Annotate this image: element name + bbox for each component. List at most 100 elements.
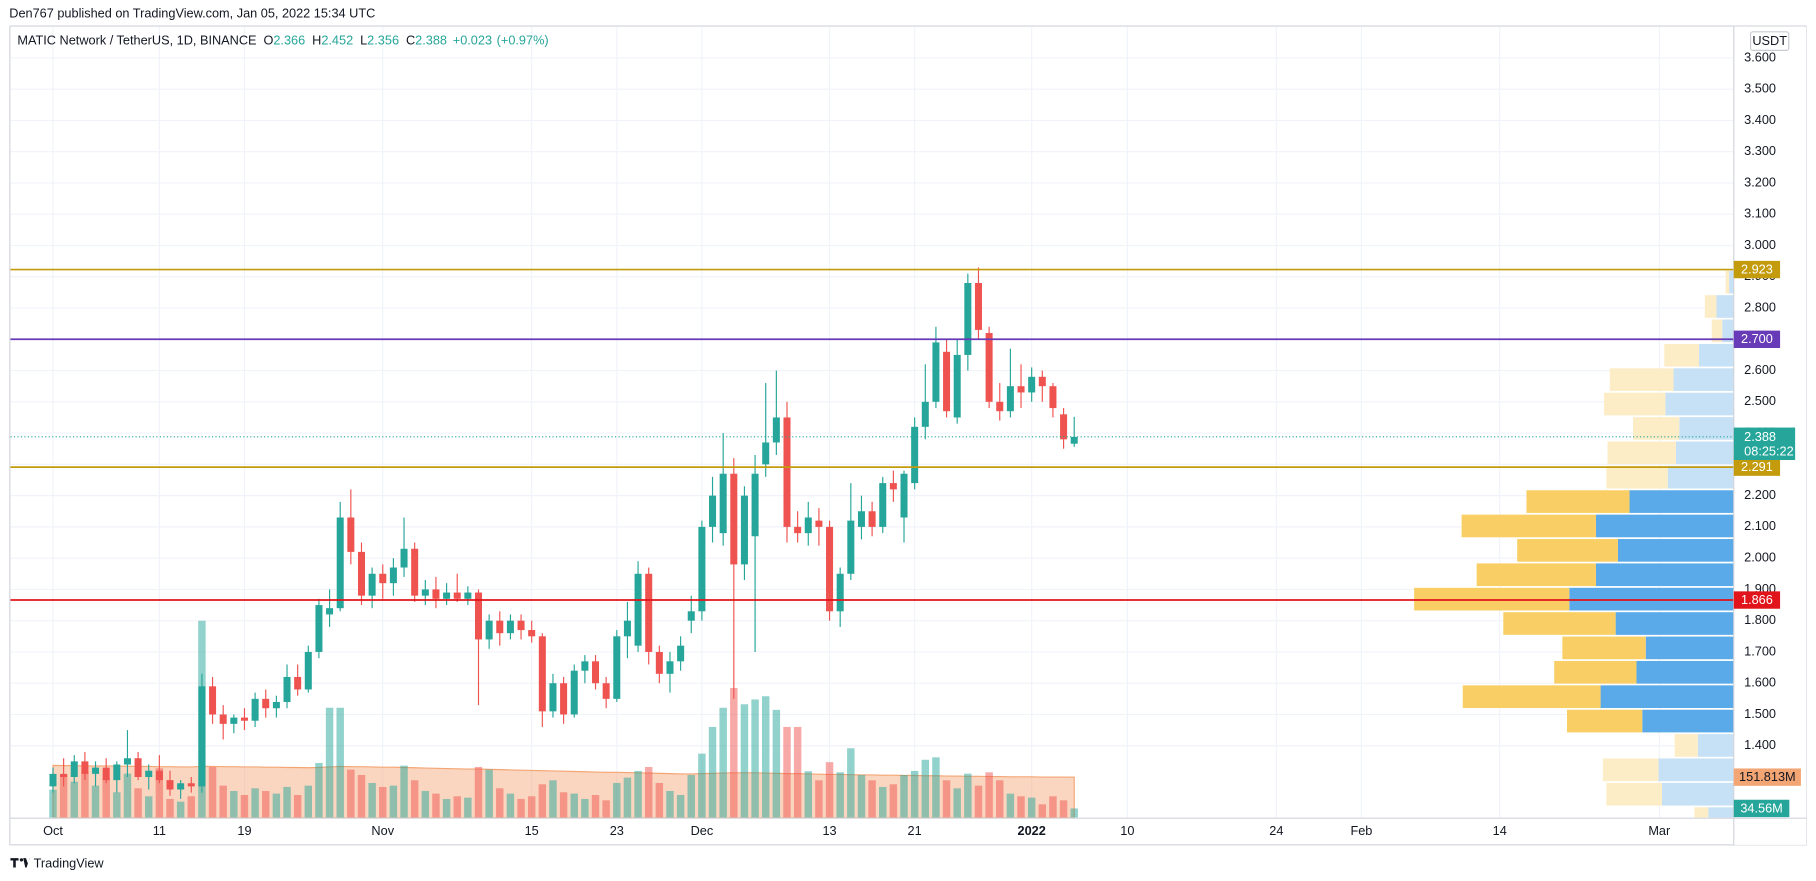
candle-body [889,483,897,490]
profile-up [1503,612,1616,635]
y-tick-label: 1.400 [1744,737,1776,752]
profile-down [1697,734,1734,757]
currency[interactable]: USDT [1752,33,1787,48]
candle-body [1049,386,1057,409]
candle-body [943,351,951,412]
last-price-label: 2.388 [1744,429,1776,444]
volume-bar [123,773,132,818]
volume-bar [1017,796,1025,818]
change-percent: (+0.97%) [497,33,549,48]
candle-body [453,592,461,599]
volume-bar [942,780,951,818]
symbol: MATIC Network / TetherUS, 1D, BINANCE [17,33,256,48]
candle-body [411,548,419,596]
profile-down [1595,514,1734,538]
candle-body [368,573,376,596]
volume-bar [336,707,344,818]
y-tick-label: 3.100 [1744,206,1776,221]
profile-down [1615,612,1734,635]
volume-bar [432,793,440,818]
candle-body [581,661,589,671]
volume-bar [506,793,515,818]
candle-body [1028,376,1036,393]
candle-body [953,354,961,418]
profile-down [1673,368,1734,391]
price-pane [10,267,1734,818]
volume-bar [1038,804,1047,818]
profile-up [1606,782,1662,806]
volume-bar [325,707,334,818]
volume-bar [442,798,451,818]
candle-body [187,783,195,787]
volume-bar [1027,797,1036,818]
volume-bar [613,782,621,818]
y-tick-label: 2.200 [1744,487,1776,502]
volume-bar [730,687,738,818]
profile-down [1600,685,1734,709]
volume-bar [783,726,791,818]
volume-bar [793,726,802,818]
volume-bar [634,770,642,818]
y-tick-label: 2.000 [1744,550,1776,565]
candle-body [698,526,706,612]
candle-body [932,342,940,402]
candle-body [1017,386,1025,393]
profile-down [1716,295,1734,318]
volume-bar [1070,808,1078,818]
y-tick-label: 3.000 [1744,237,1776,252]
ohlc-label: L [360,33,367,48]
volume-bar [379,786,387,818]
volume-bar [836,772,844,818]
ohlc-label: H [312,33,321,48]
candle-body [464,592,472,599]
candle-body [443,592,451,599]
volume-bar [591,794,600,818]
high-value: 2.452 [321,33,353,48]
level-label: 1.866 [1741,592,1773,607]
y-tick-label: 3.600 [1744,49,1776,64]
candle-body [985,333,993,402]
candle-body [283,676,291,702]
level-label-box [1733,260,1781,279]
candle-body [123,758,131,765]
x-tick-label: Mar [1648,823,1671,838]
volume-bar [410,780,419,818]
volume-bar [889,784,898,818]
candle-body [421,589,429,596]
volume-bar [176,801,185,818]
candle-body [474,592,483,640]
candle-body [1070,436,1078,444]
candle-body [166,780,174,790]
volume-bar [857,774,866,818]
volume-bar [708,726,717,818]
brand: TradingView [34,855,105,870]
volume-bar [145,796,153,818]
volume-bar [240,794,249,818]
profile-down [1645,636,1734,660]
candle-body [783,417,791,527]
profile-down [1595,563,1734,587]
last-price-box [1733,427,1796,461]
x-tick-label: 23 [610,823,624,838]
candle-body [145,770,153,778]
volume-ma-box [1733,768,1801,786]
profile-up [1476,563,1596,587]
volume-bar [155,768,164,818]
candle-body [602,683,610,699]
x-tick-label: 24 [1269,823,1283,838]
volume-bar [527,796,536,818]
volume-bar [496,788,504,818]
ohlc-label: C [406,33,415,48]
volume-bar [400,765,408,818]
x-tick-label: Feb [1350,823,1372,838]
volume-bar [740,704,749,818]
profile-down [1665,392,1734,416]
profile-down [1722,319,1734,343]
candle-body [400,548,408,568]
y-tick-label: 3.300 [1744,143,1776,158]
y-tick-label: 1.500 [1744,706,1776,721]
profile-down [1569,587,1734,611]
volume-bar [1006,793,1015,818]
currency-box[interactable] [1749,31,1790,51]
